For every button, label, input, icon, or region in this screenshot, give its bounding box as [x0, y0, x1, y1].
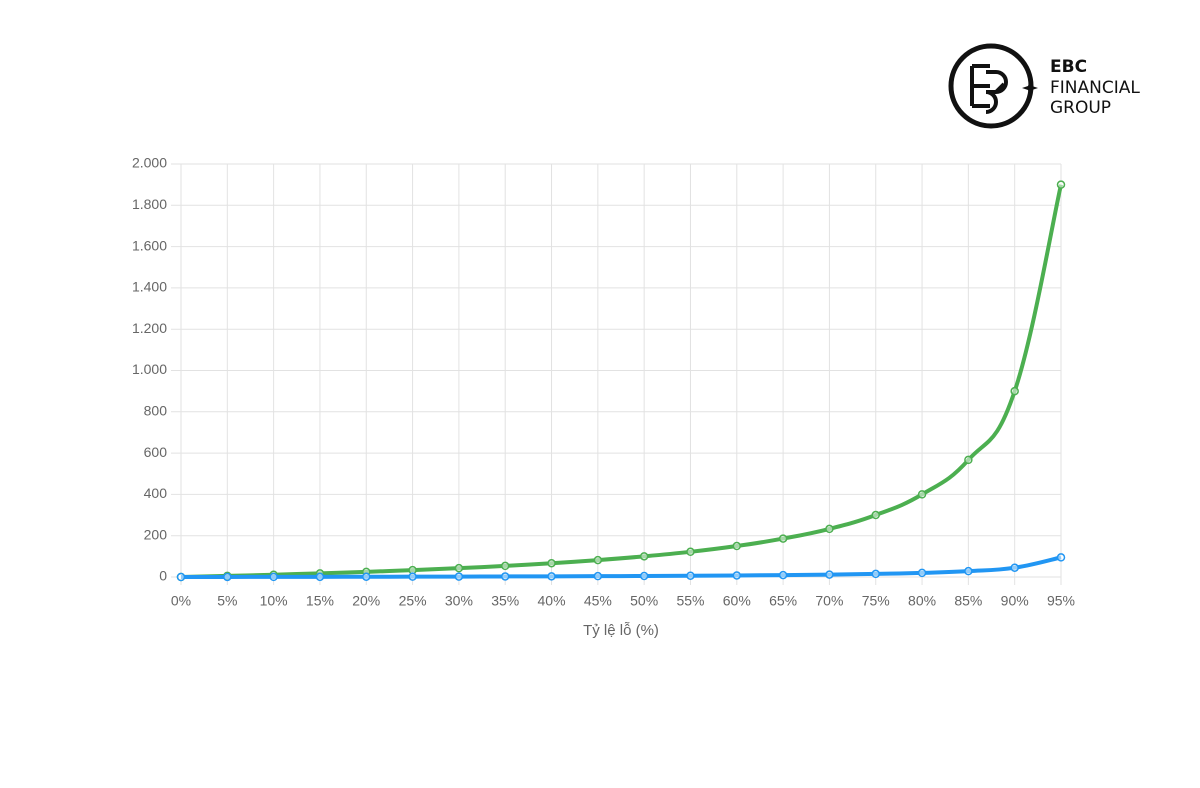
y-tick-label: 200 [144, 526, 168, 542]
data-point [593, 571, 603, 581]
y-tick-label: 1.800 [132, 196, 167, 212]
data-point [825, 570, 834, 579]
x-tick-label: 45% [584, 593, 612, 609]
x-tick-label: 5% [217, 593, 237, 609]
data-point [408, 572, 417, 581]
y-tick-label: 1.600 [132, 237, 167, 253]
data-point [1056, 553, 1066, 562]
x-axis-title: Tỷ lệ lỗ (%) [583, 622, 659, 639]
x-tick-label: 65% [769, 593, 797, 609]
data-point [223, 572, 232, 582]
data-point [639, 571, 649, 581]
data-point [454, 563, 464, 573]
x-tick-label: 80% [908, 593, 936, 609]
data-point [547, 558, 556, 568]
logo-star [1022, 80, 1038, 96]
x-tick-label: 60% [723, 593, 751, 609]
x-tick-label: 40% [538, 593, 566, 609]
data-point [176, 572, 186, 582]
data-point [639, 552, 649, 561]
logo-subtitle: FINANCIAL [1050, 78, 1140, 98]
data-point [547, 572, 556, 581]
data-point [315, 572, 325, 582]
data-point [1010, 563, 1019, 572]
y-tick-label: 1.200 [132, 320, 167, 336]
data-point [917, 568, 927, 578]
data-point [732, 541, 742, 551]
data-point [1056, 180, 1066, 189]
data-point [917, 490, 927, 499]
x-tick-label: 85% [954, 593, 982, 609]
x-tick-label: 95% [1047, 593, 1075, 609]
data-point [362, 572, 371, 581]
series-line [180, 184, 1063, 579]
y-tick-label: 600 [144, 444, 168, 460]
y-tick-label: 800 [144, 403, 168, 419]
y-tick-label: 0 [159, 568, 167, 584]
x-tick-label: 35% [491, 593, 519, 609]
data-point [964, 566, 973, 576]
data-point [871, 569, 880, 579]
data-point [454, 572, 464, 581]
y-tick-label: 2.000 [132, 155, 167, 171]
logo-ring [948, 43, 1034, 129]
data-point [593, 555, 603, 565]
x-tick-label: 55% [676, 593, 704, 609]
logo-subtitle: GROUP [1050, 98, 1111, 118]
data-point [778, 570, 788, 580]
data-point [500, 561, 510, 571]
x-tick-label: 30% [445, 593, 473, 609]
data-point [732, 571, 742, 580]
x-tick-label: 50% [630, 593, 658, 609]
logo: EBC FINANCIAL GROUP [948, 43, 1140, 129]
x-tick-label: 10% [260, 593, 288, 609]
x-tick-label: 25% [399, 593, 427, 609]
x-tick-label: 70% [815, 593, 843, 609]
x-tick-label: 0% [171, 593, 191, 609]
x-tick-label: 90% [1001, 593, 1029, 609]
y-tick-label: 1.000 [132, 361, 167, 377]
data-point [825, 524, 834, 534]
data-point [778, 534, 788, 543]
x-tick-label: 15% [306, 593, 334, 609]
series-line [180, 555, 1062, 579]
y-tick-label: 400 [144, 485, 168, 501]
data-point [686, 571, 695, 580]
y-tick-label: 1.400 [132, 279, 167, 295]
x-tick-label: 75% [862, 593, 890, 609]
data-point [500, 572, 510, 581]
x-tick-label: 20% [352, 593, 380, 609]
data-point [269, 572, 278, 582]
data-point [871, 510, 880, 520]
data-point [686, 547, 695, 557]
logo-title: EBC [1050, 57, 1087, 77]
data-point [964, 455, 973, 465]
data-point [1010, 386, 1019, 396]
logo-mark [970, 64, 1008, 114]
